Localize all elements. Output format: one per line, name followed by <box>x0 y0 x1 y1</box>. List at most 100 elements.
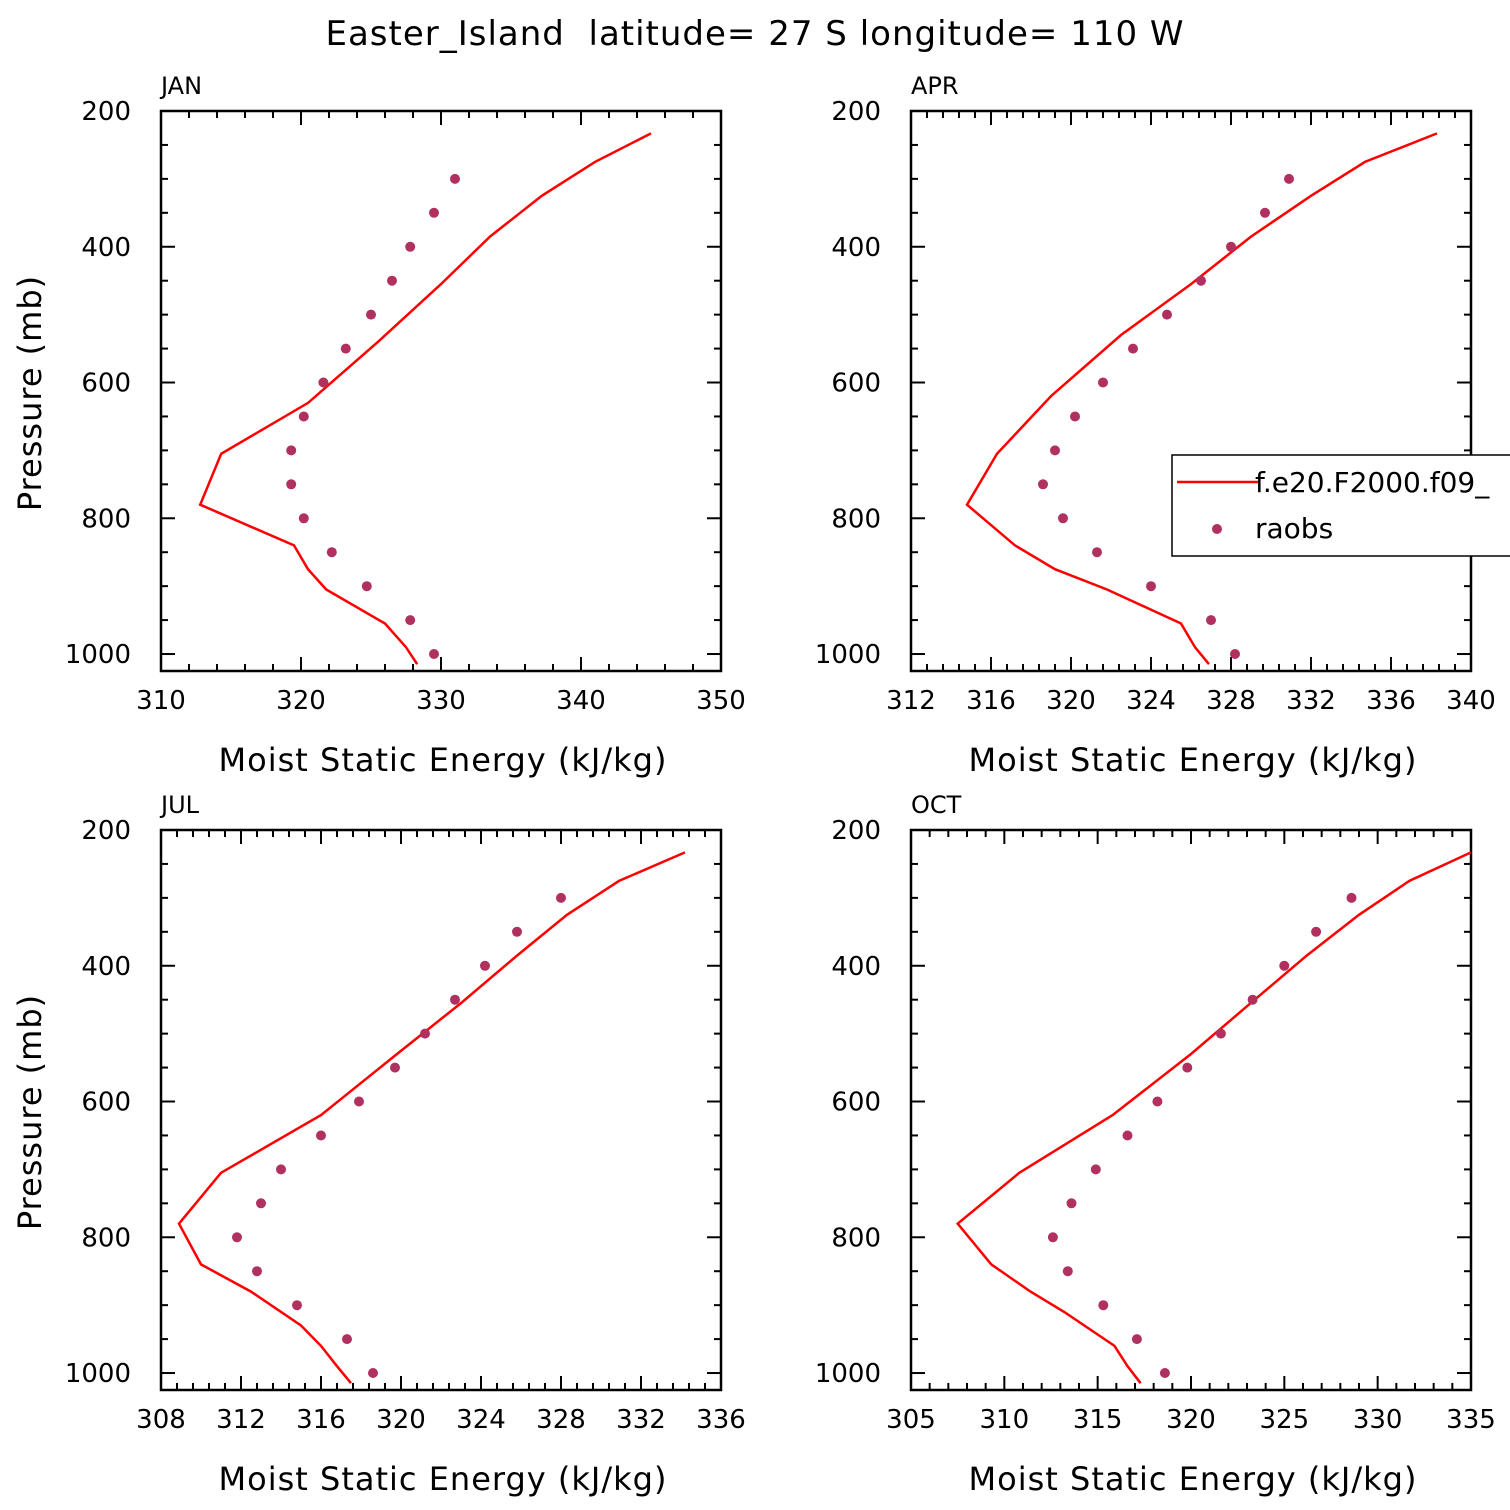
x-tick-label: 308 <box>136 1405 186 1435</box>
obs-point <box>354 1096 364 1107</box>
y-tick-label: 800 <box>831 504 881 534</box>
x-axis-title: Moist Static Energy (kJ/kg) <box>969 1460 1418 1498</box>
obs-point <box>1146 581 1156 592</box>
x-tick-label: 332 <box>1286 686 1336 716</box>
obs-point <box>480 960 490 971</box>
y-axis-title: Pressure (mb) <box>11 994 49 1230</box>
obs-point <box>556 892 566 903</box>
plot-frame <box>909 109 1473 673</box>
obs-point <box>1230 649 1240 659</box>
x-tick-label: 320 <box>1166 1405 1216 1435</box>
obs-point <box>1152 1096 1163 1107</box>
obs-point <box>512 926 522 937</box>
obs-point <box>429 207 439 218</box>
x-axis-title: Moist Static Energy (kJ/kg) <box>219 1460 668 1498</box>
x-tick-label: 312 <box>886 686 936 716</box>
x-tick-label: 350 <box>696 686 746 716</box>
panels: JAN 310 320 330 340 350 200 400 600 800 1000 Moist … <box>11 72 1496 1498</box>
obs-point <box>1260 207 1270 218</box>
panel-2: JUL 308 312 316 320 324 328 332 336 200 400 600 800 1… <box>11 791 746 1498</box>
obs-point <box>256 1198 266 1209</box>
panel-label: OCT <box>911 791 962 819</box>
obs-point <box>1122 1130 1133 1141</box>
legend: f.e20.F2000.f09_ raobs <box>1171 454 1510 557</box>
obs-point <box>252 1266 262 1277</box>
obs-point <box>1215 1028 1226 1039</box>
x-tick-label: 332 <box>616 1405 666 1435</box>
plot-frame <box>159 828 723 1392</box>
obs-point <box>1162 309 1172 320</box>
plot-frame <box>159 109 723 673</box>
y-tick-label: 800 <box>81 1223 131 1253</box>
x-tick-label: 324 <box>456 1405 506 1435</box>
obs-point <box>1279 960 1290 971</box>
panel-0: JAN 310 320 330 340 350 200 400 600 800 1000 Moist … <box>11 72 746 779</box>
legend-box <box>1171 454 1510 557</box>
x-tick-label: 305 <box>886 1405 936 1435</box>
obs-point <box>286 479 297 490</box>
obs-point <box>450 173 460 184</box>
x-tick-label: 320 <box>376 1405 426 1435</box>
obs-point <box>1092 547 1102 558</box>
model-series-line <box>965 132 1438 665</box>
y-tick-label: 200 <box>831 97 881 127</box>
x-axis-title: Moist Static Energy (kJ/kg) <box>969 741 1418 779</box>
obs-point <box>232 1232 242 1243</box>
figure-title: Easter_Island latitude= 27 S longitude= … <box>325 14 1184 54</box>
x-tick-label: 310 <box>136 686 186 716</box>
obs-point <box>1050 445 1060 456</box>
obs-point <box>292 1300 302 1311</box>
x-tick-label: 325 <box>1260 1405 1310 1435</box>
x-tick-label: 320 <box>1046 686 1096 716</box>
x-tick-label: 316 <box>966 686 1016 716</box>
y-tick-label: 600 <box>831 369 881 399</box>
y-tick-label: 200 <box>81 97 131 127</box>
x-axis-title: Moist Static Energy (kJ/kg) <box>219 741 668 779</box>
obs-point <box>1070 411 1080 422</box>
panel-label: JAN <box>159 72 202 100</box>
obs-point <box>420 1028 430 1039</box>
y-tick-label: 200 <box>81 816 131 846</box>
x-tick-label: 340 <box>1446 686 1496 716</box>
y-tick-label: 600 <box>831 1088 881 1118</box>
y-tick-label: 1000 <box>815 1359 881 1389</box>
x-tick-label: 328 <box>1206 686 1256 716</box>
y-tick-label: 1000 <box>815 640 881 670</box>
obs-point <box>405 241 416 252</box>
obs-point <box>366 309 376 320</box>
y-tick-label: 200 <box>831 816 881 846</box>
x-tick-label: 336 <box>1366 686 1416 716</box>
x-tick-label: 340 <box>556 686 606 716</box>
x-tick-label: 320 <box>276 686 326 716</box>
obs-point <box>298 411 309 422</box>
panel-3: OCT 305 310 315 320 325 330 335 200 400 600 800 1000… <box>815 791 1496 1498</box>
y-tick-label: 400 <box>831 233 881 263</box>
obs-point <box>1047 1232 1058 1243</box>
x-tick-label: 336 <box>696 1405 746 1435</box>
obs-point <box>390 1062 400 1073</box>
y-tick-label: 1000 <box>65 640 131 670</box>
obs-point <box>361 581 372 592</box>
obs-point <box>1098 377 1108 388</box>
y-tick-label: 1000 <box>65 1359 131 1389</box>
obs-point <box>1311 926 1322 937</box>
obs-point <box>342 1334 352 1345</box>
x-tick-label: 312 <box>216 1405 266 1435</box>
x-tick-label: 335 <box>1446 1405 1496 1435</box>
obs-point <box>1159 1368 1170 1378</box>
x-tick-label: 330 <box>416 686 466 716</box>
obs-point <box>1182 1062 1193 1073</box>
obs-point <box>1058 513 1068 524</box>
y-tick-label: 400 <box>81 233 131 263</box>
obs-point <box>1090 1164 1101 1175</box>
obs-point <box>429 649 439 659</box>
y-tick-label: 600 <box>81 1088 131 1118</box>
obs-point <box>340 343 351 354</box>
x-tick-label: 316 <box>296 1405 346 1435</box>
y-tick-label: 600 <box>81 369 131 399</box>
obs-point <box>1038 479 1048 490</box>
x-tick-label: 315 <box>1073 1405 1123 1435</box>
obs-point <box>276 1164 286 1175</box>
x-tick-label: 328 <box>536 1405 586 1435</box>
